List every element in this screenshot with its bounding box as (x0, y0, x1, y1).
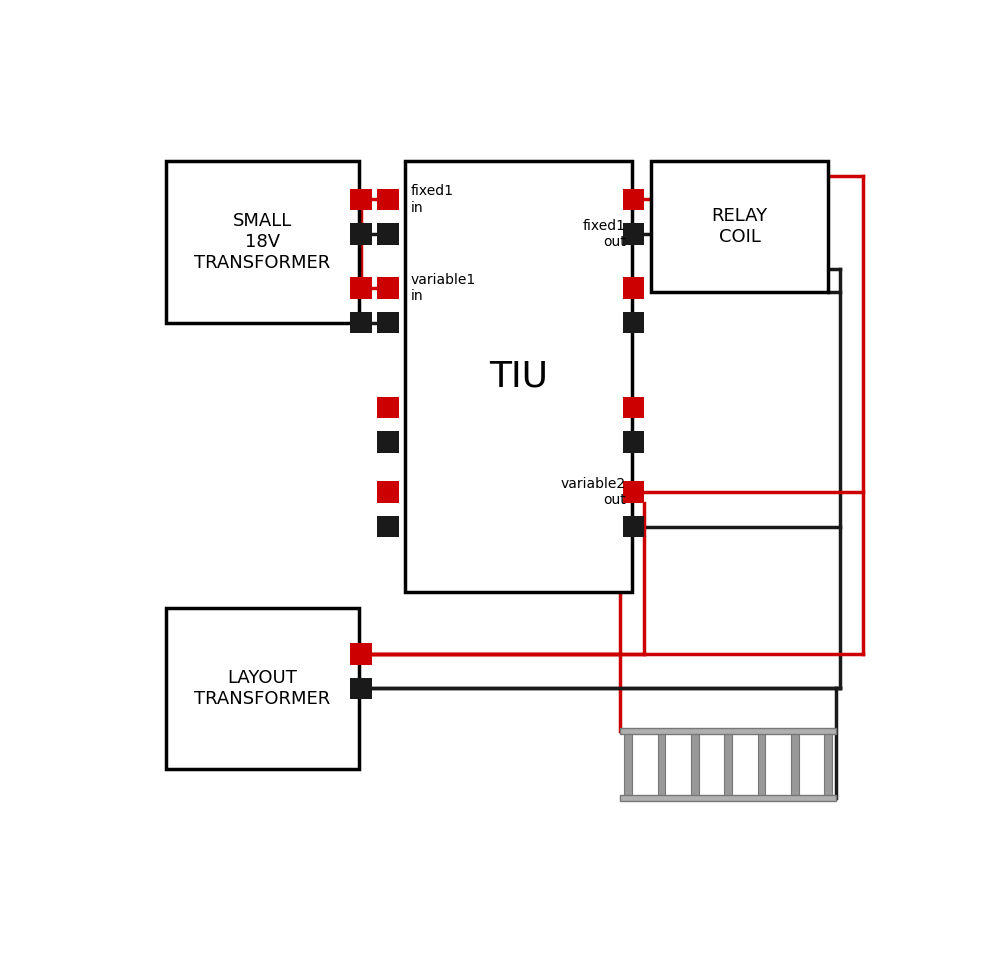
Bar (405, 161, 632, 592)
Bar (620, 728, 836, 734)
Bar (377, 188, 399, 210)
Text: TIU: TIU (489, 359, 548, 394)
Bar (350, 224, 372, 245)
Bar (377, 431, 399, 453)
Bar (350, 188, 372, 210)
Bar (623, 397, 644, 418)
Bar (623, 277, 644, 299)
Bar (620, 794, 836, 801)
Bar (350, 312, 372, 334)
Bar (791, 730, 799, 797)
Bar (166, 161, 358, 322)
Bar (623, 431, 644, 453)
Bar (377, 481, 399, 503)
Bar (651, 161, 828, 292)
Bar (824, 730, 832, 797)
Bar (350, 277, 372, 299)
Bar (623, 481, 644, 503)
Bar (377, 312, 399, 334)
Bar (377, 397, 399, 418)
Bar (377, 277, 399, 299)
Text: RELAY
COIL: RELAY COIL (712, 206, 768, 246)
Text: variable2
out: variable2 out (561, 477, 626, 507)
Bar (350, 678, 372, 699)
Text: LAYOUT
TRANSFORMER: LAYOUT TRANSFORMER (194, 669, 330, 707)
Text: fixed1
in: fixed1 in (411, 185, 454, 214)
Bar (623, 224, 644, 245)
Text: fixed1
out: fixed1 out (583, 219, 626, 250)
Bar (377, 224, 399, 245)
Bar (724, 730, 732, 797)
Bar (623, 516, 644, 537)
Bar (658, 730, 665, 797)
Text: variable1
in: variable1 in (411, 272, 476, 303)
Bar (166, 607, 358, 770)
Bar (758, 730, 765, 797)
Bar (623, 312, 644, 334)
Bar (377, 516, 399, 537)
Bar (691, 730, 699, 797)
Text: SMALL
18V
TRANSFORMER: SMALL 18V TRANSFORMER (194, 212, 330, 272)
Bar (350, 643, 372, 664)
Bar (623, 188, 644, 210)
Bar (624, 730, 632, 797)
